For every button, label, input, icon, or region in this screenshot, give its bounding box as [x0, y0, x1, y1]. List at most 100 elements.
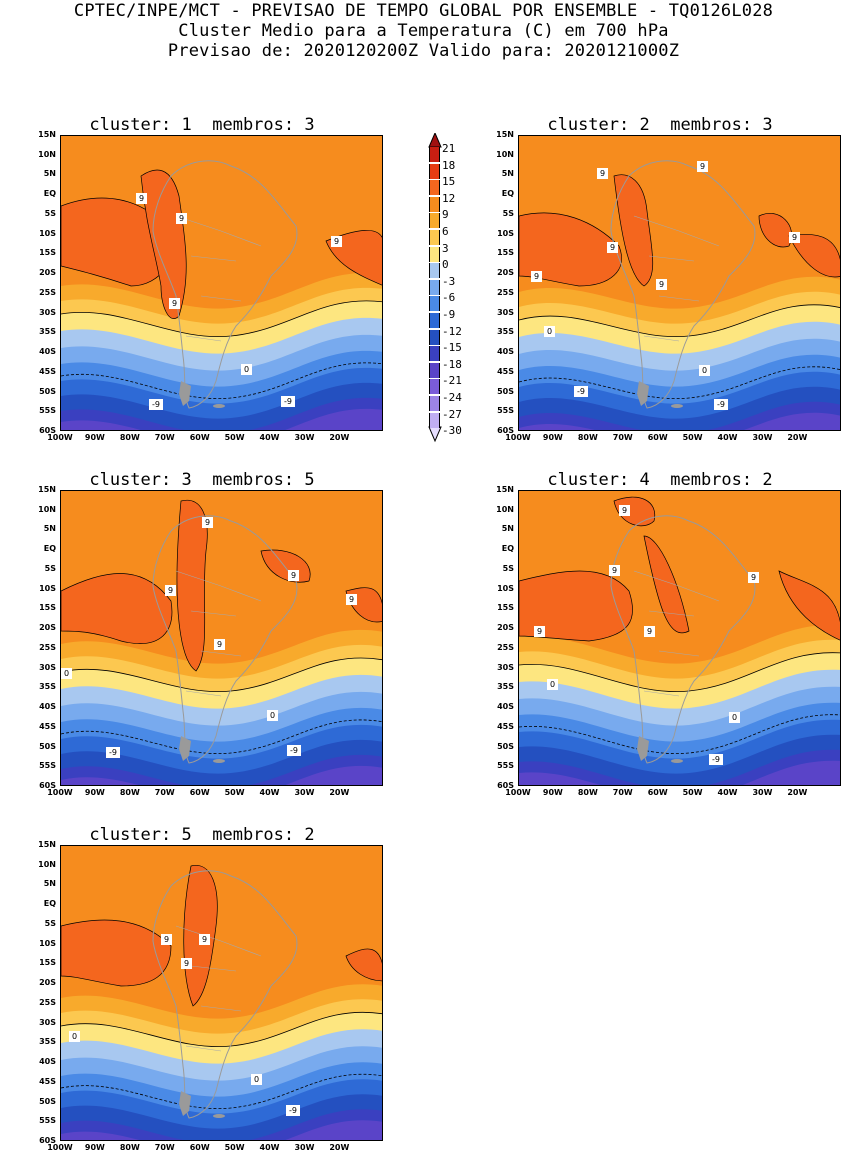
lon-tick-label: 40W — [717, 788, 738, 797]
temperature-band — [519, 749, 840, 785]
members-number: 3 — [762, 115, 773, 135]
lon-tick-label: 100W — [505, 433, 531, 442]
colorbar-label: -24 — [442, 391, 462, 404]
panel-title: cluster: 4 membros: 2 — [480, 470, 840, 490]
header-line-2: Cluster Medio para a Temperatura (C) em … — [178, 21, 669, 41]
colorbar-swatch — [429, 279, 440, 295]
contour-label: 9 — [789, 232, 801, 243]
lat-tick-label: 20S — [497, 623, 514, 633]
lat-tick-label: 10N — [496, 149, 514, 159]
temperature-band — [61, 765, 382, 785]
contour-9-region — [778, 570, 840, 641]
lat-tick-label: 15N — [38, 130, 56, 139]
lat-tick-label: 10N — [38, 504, 56, 514]
lat-tick-label: 60S — [497, 426, 514, 435]
cluster-panel-1: cluster: 1 membros: 3 9 9 9 9 0 -9 -9 15N 10N 5N EQ… — [22, 115, 383, 455]
contour-minus-9 — [519, 714, 840, 755]
contour-label: 9 — [607, 242, 619, 253]
contour-label: 9 — [169, 298, 181, 309]
lat-tick-label: 20S — [39, 623, 56, 633]
country-borders — [633, 570, 720, 697]
contour-label: -9 — [714, 399, 728, 410]
lat-tick-label: 50S — [497, 741, 514, 751]
lon-tick-label: 30W — [752, 788, 773, 797]
lat-tick-label: 55S — [39, 761, 56, 771]
lon-tick-label: 70W — [154, 788, 175, 797]
lat-tick-label: EQ — [501, 544, 514, 554]
contour-label: -9 — [287, 745, 301, 756]
contour-label: 0 — [251, 1074, 263, 1085]
lat-tick-label: 30S — [39, 662, 56, 672]
lon-tick-label: 70W — [154, 433, 175, 442]
lat-tick-label: 60S — [39, 426, 56, 435]
colorbar-swatch — [429, 163, 440, 179]
lat-tick-label: 60S — [39, 781, 56, 790]
contour-label: 9 — [331, 236, 343, 247]
panel-title: cluster: 3 membros: 5 — [22, 470, 382, 490]
lat-tick-label: 25S — [497, 642, 514, 652]
lat-tick-label: 45S — [39, 366, 56, 376]
lon-tick-label: 100W — [47, 433, 73, 442]
contour-9-region — [61, 573, 173, 644]
members-label: membros: — [212, 470, 295, 490]
lon-tick-label: 50W — [682, 788, 703, 797]
map-frame: 9 9 9 9 0 -9 -9 — [60, 135, 383, 431]
lon-tick-label: 90W — [84, 433, 105, 442]
colorbar-swatch — [429, 313, 440, 328]
country-borders — [175, 570, 262, 697]
lon-tick-label: 80W — [119, 788, 140, 797]
lon-tick-label: 90W — [542, 433, 563, 442]
lon-tick-label: 60W — [647, 788, 668, 797]
temperature-field — [61, 491, 382, 785]
lon-tick-label: 50W — [682, 433, 703, 442]
lon-tick-label: 20W — [329, 788, 350, 797]
contour-label: 9 — [161, 934, 173, 945]
lat-tick-label: 15S — [39, 958, 56, 968]
lon-tick-label: 70W — [612, 433, 633, 442]
temperature-band — [519, 401, 840, 430]
lat-tick-label: 10S — [39, 938, 56, 948]
colorbar-label: -9 — [442, 308, 456, 321]
colorbar-label: 21 — [442, 142, 456, 155]
lat-tick-label: 10S — [39, 583, 56, 593]
temperature-band — [61, 1120, 382, 1140]
colorbar-swatch — [429, 346, 440, 362]
lon-tick-label: 60W — [189, 788, 210, 797]
lat-tick-label: 30S — [497, 307, 514, 317]
falklands — [671, 759, 683, 763]
colorbar-label: -21 — [442, 374, 462, 388]
cluster-panel-4: cluster: 4 membros: 2 9 9 9 9 9 0 0 -9 15N 10N 5N EQ… — [480, 470, 841, 810]
lat-tick-label: EQ — [43, 544, 56, 554]
colorbar-label: 9 — [442, 208, 449, 222]
lat-tick-label: 20S — [497, 268, 514, 278]
colorbar-label: -30 — [442, 424, 462, 438]
lat-tick-label: EQ — [501, 189, 514, 199]
contour-label: 9 — [644, 626, 656, 637]
lat-tick-label: 20S — [39, 268, 56, 278]
lon-tick-label: 50W — [224, 788, 245, 797]
falklands — [213, 1114, 225, 1118]
lat-tick-label: 25S — [497, 287, 514, 297]
cluster-label: cluster: — [89, 115, 172, 135]
contour-label: -9 — [286, 1105, 300, 1116]
lon-tick-label: 80W — [577, 433, 598, 442]
members-label: membros: — [212, 115, 295, 135]
colorbar-swatch — [429, 412, 440, 428]
lat-tick-label: 15S — [497, 603, 514, 613]
lat-tick-label: 10N — [38, 859, 56, 869]
members-number: 3 — [304, 115, 315, 135]
patagonia-land — [637, 736, 649, 761]
contour-9-region — [758, 213, 792, 248]
lon-tick-label: 30W — [294, 1143, 315, 1152]
colorbar-label: -6 — [442, 291, 456, 305]
south-america-coastline — [152, 870, 298, 1119]
cluster-number: 3 — [181, 470, 192, 490]
lat-tick-label: 5N — [43, 879, 56, 889]
header-line-1: CPTEC/INPE/MCT - PREVISAO DE TEMPO GLOBA… — [73, 1, 774, 21]
south-america-coastline — [152, 160, 298, 409]
colorbar-swatch — [429, 379, 440, 395]
lat-tick-label: 60S — [497, 781, 514, 790]
lon-tick-label: 70W — [154, 1143, 175, 1152]
colorbar: 21 18 15 12 9 6 3 0 -3 -6 -9 -12 -15 -18 -21 -24 -27 -30 — [425, 133, 495, 443]
temperature-field — [61, 136, 382, 430]
